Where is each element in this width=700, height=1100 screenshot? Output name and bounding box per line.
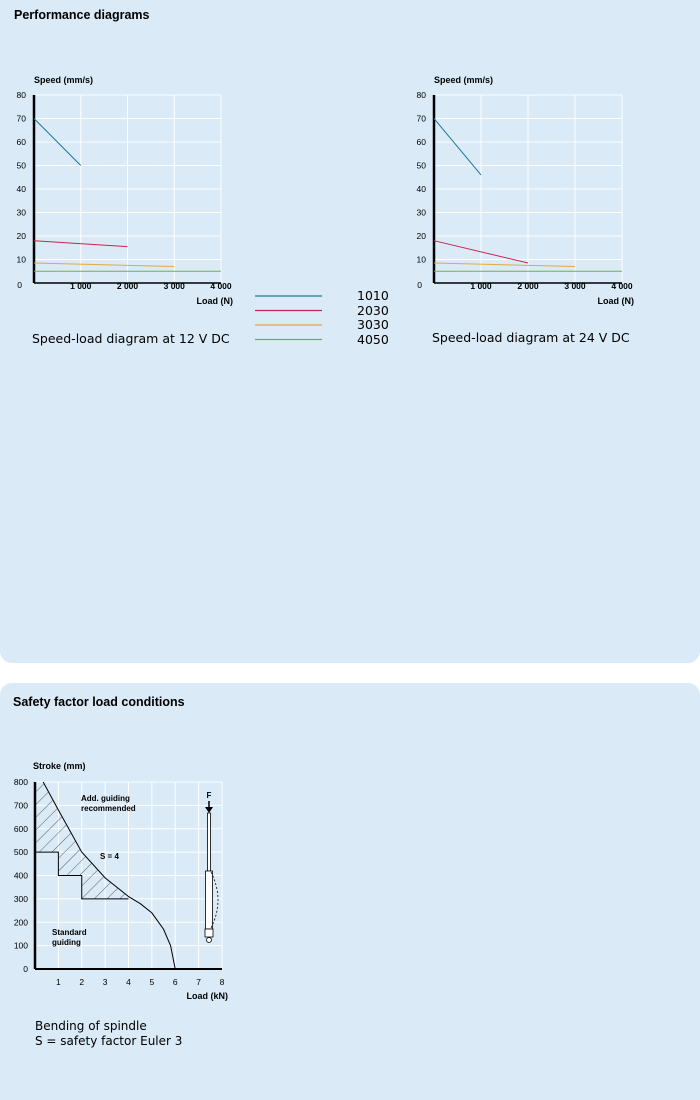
safety-y-tick-label: 700 (14, 800, 28, 810)
performance-panel (0, 0, 700, 663)
chart12-y-tick-label: 40 (17, 184, 27, 194)
chart12-origin-label: 0 (17, 280, 22, 290)
safety-caption-line2: S = safety factor Euler 3 (35, 1034, 183, 1048)
speed-load-chart-24v: 10 20 30 40 50 60 70 80 0 1 000 2 000 3 000 4 000 Spe… (417, 75, 635, 306)
legend-label-1010: 1010 (357, 288, 389, 303)
chart24-origin-label: 0 (417, 280, 422, 290)
chart24-x-tick-label: 4 000 (611, 281, 633, 291)
caption-12v: Speed-load diagram at 12 V DC (32, 331, 230, 346)
chart24-series-2030 (433, 240, 529, 264)
annotation-s4: S = 4 (100, 852, 119, 861)
chart12-y-tick-label: 60 (17, 137, 27, 147)
chart12-y-tick-label: 20 (17, 231, 27, 241)
chart12-x-tick-label: 2 000 (117, 281, 139, 291)
chart24-y-tick-label: 20 (417, 231, 427, 241)
chart24-y-tick-label: 80 (417, 90, 427, 100)
safety-x-tick-label: 6 (173, 977, 178, 987)
standard-guiding-boundary (35, 851, 129, 900)
safety-y-tick-label: 500 (14, 847, 28, 857)
actuator-base (204, 928, 214, 938)
safety-x-tick-label: 5 (150, 977, 155, 987)
chart24-y-tick-label: 30 (417, 208, 427, 218)
chart12-y-tick-label: 10 (17, 255, 27, 265)
safety-y-tick-label: 600 (14, 824, 28, 834)
chart24-y-tick-label: 60 (417, 137, 427, 147)
chart24-x-axis-label: Load (N) (598, 296, 635, 306)
chart24-x-tick-label: 1 000 (470, 281, 492, 291)
chart24-series-3030 (433, 262, 576, 268)
actuator-pivot (206, 937, 212, 943)
chart24-series-1010 (433, 118, 482, 176)
chart12-y-tick-label: 70 (17, 114, 27, 124)
chart24-y-tick-label: 50 (417, 161, 427, 171)
chart24-y-axis-label: Speed (mm/s) (434, 75, 493, 85)
euler-curve (42, 781, 176, 970)
annotation-guiding: guiding (52, 938, 81, 947)
safety-y-tick-label: 200 (14, 917, 28, 927)
bending-curve (210, 871, 219, 929)
caption-24v: Speed-load diagram at 24 V DC (432, 330, 630, 345)
chart12-x-tick-label: 4 000 (210, 281, 232, 291)
chart12-x-tick-label: 3 000 (164, 281, 186, 291)
chart12-y-axis-label: Speed (mm/s) (34, 75, 93, 85)
safety-y-tick-label: 100 (14, 941, 28, 951)
chart24-y-tick-label: 70 (417, 114, 427, 124)
safety-caption-line1: Bending of spindle (35, 1019, 147, 1033)
safety-x-tick-label: 3 (103, 977, 108, 987)
safety-y-axis-label: Stroke (mm) (33, 761, 86, 771)
safety-x-tick-label: 8 (220, 977, 225, 987)
legend-label-2030: 2030 (357, 302, 389, 318)
chart12-series-2030 (33, 240, 128, 248)
legend-label-3030: 3030 (357, 317, 389, 332)
chart24-y-tick-label: 10 (417, 255, 427, 265)
chart12-x-axis-label: Load (N) (197, 296, 234, 306)
chart12-y-tick-label: 50 (17, 161, 27, 171)
annotation-recommended: recommended (81, 804, 136, 813)
chart12-x-tick-label: 1 000 (70, 281, 92, 291)
chart12-series-1010 (33, 118, 82, 166)
safety-title: Safety factor load conditions (13, 695, 185, 709)
safety-y-tick-label: 300 (14, 894, 28, 904)
chart12-y-tick-label: 80 (17, 90, 27, 100)
safety-y-tick-label: 800 (14, 777, 28, 787)
safety-x-tick-label: 7 (196, 977, 201, 987)
chart24-y-tick-label: 40 (417, 184, 427, 194)
annotation-add-guiding: Add. guiding (81, 794, 130, 803)
chart12-series-3030 (33, 262, 175, 268)
annotation-standard: Standard (52, 928, 87, 937)
force-arrow-head (205, 807, 213, 813)
safety-x-tick-label: 2 (79, 977, 84, 987)
actuator-body (205, 870, 213, 930)
legend-lines (255, 295, 322, 341)
safety-x-axis-label: Load (kN) (187, 991, 229, 1001)
safety-y-tick-label: 0 (23, 964, 28, 974)
chart24-x-tick-label: 2 000 (517, 281, 539, 291)
force-label: F (207, 791, 212, 800)
legend-label-4050: 4050 (357, 331, 389, 347)
actuator-rod (207, 812, 211, 872)
safety-x-tick-label: 4 (126, 977, 131, 987)
chart12-y-tick-label: 30 (17, 208, 27, 218)
chart24-x-tick-label: 3 000 (564, 281, 586, 291)
performance-title: Performance diagrams (14, 8, 150, 22)
speed-load-chart-12v: 10 20 30 40 50 60 70 80 0 1 000 2 000 3 000 4 000 Spe… (17, 75, 234, 306)
safety-x-tick-label: 1 (56, 977, 61, 987)
safety-y-tick-label: 400 (14, 871, 28, 881)
